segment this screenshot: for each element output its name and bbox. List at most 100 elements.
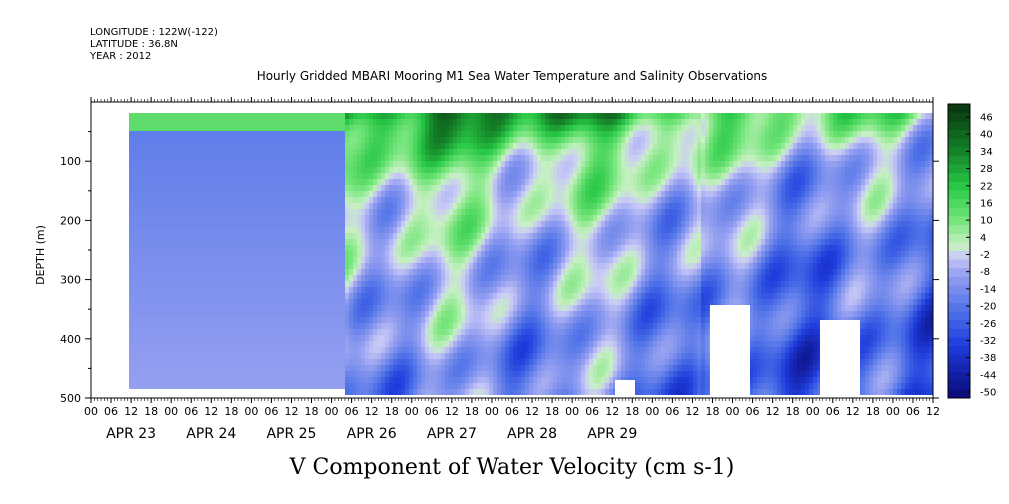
field-cell: [393, 227, 397, 233]
field-cell: [613, 113, 617, 119]
field-cell: [737, 179, 741, 185]
field-cell: [409, 233, 413, 239]
field-cell: [477, 215, 481, 221]
field-cell: [217, 125, 221, 131]
field-cell: [201, 191, 205, 197]
field-cell: [281, 185, 285, 191]
field-cell: [565, 251, 569, 257]
field-cell: [309, 119, 313, 125]
field-cell: [393, 131, 397, 137]
field-cell: [233, 251, 237, 257]
field-cell: [865, 179, 869, 185]
field-cell: [145, 257, 149, 263]
field-cell: [453, 233, 457, 239]
field-cell: [225, 203, 229, 209]
field-cell: [345, 125, 349, 131]
field-cell: [273, 173, 277, 179]
field-cell: [349, 137, 353, 143]
field-cell: [573, 257, 577, 263]
field-cell: [249, 119, 253, 125]
field-cell: [825, 251, 829, 257]
field-cell: [489, 155, 493, 161]
field-cell: [213, 227, 217, 233]
field-cell: [409, 191, 413, 197]
field-cell: [349, 221, 353, 227]
field-cell: [701, 155, 705, 161]
field-cell: [817, 239, 821, 245]
field-cell: [641, 185, 645, 191]
field-cell: [865, 233, 869, 239]
field-cell: [857, 185, 861, 191]
field-cell: [737, 239, 741, 245]
field-cell: [805, 155, 809, 161]
field-cell: [409, 185, 413, 191]
field-cell: [165, 185, 169, 191]
field-cell: [577, 137, 581, 143]
field-cell: [693, 239, 697, 245]
field-cell: [365, 125, 369, 131]
field-cell: [225, 239, 229, 245]
field-cell: [661, 149, 665, 155]
field-cell: [393, 215, 397, 221]
field-cell: [693, 179, 697, 185]
field-cell: [761, 203, 765, 209]
field-cell: [225, 113, 229, 119]
field-cell: [745, 257, 749, 263]
field-cell: [633, 215, 637, 221]
field-cell: [801, 173, 805, 179]
field-cell: [501, 119, 505, 125]
field-cell: [513, 155, 517, 161]
field-cell: [201, 167, 205, 173]
field-cell: [181, 125, 185, 131]
field-cell: [157, 179, 161, 185]
field-cell: [185, 221, 189, 227]
field-cell: [493, 149, 497, 155]
field-cell: [641, 233, 645, 239]
field-cell: [701, 239, 705, 245]
field-cell: [417, 185, 421, 191]
field-cell: [197, 209, 201, 215]
field-cell: [393, 233, 397, 239]
field-cell: [717, 143, 721, 149]
field-cell: [713, 149, 717, 155]
field-cell: [645, 191, 649, 197]
field-cell: [149, 155, 153, 161]
field-cell: [801, 239, 805, 245]
field-cell: [301, 215, 305, 221]
field-cell: [809, 125, 813, 131]
field-cell: [637, 185, 641, 191]
field-cell: [265, 137, 269, 143]
field-cell: [261, 215, 265, 221]
field-cell: [353, 197, 357, 203]
field-cell: [737, 257, 741, 263]
field-cell: [301, 203, 305, 209]
field-cell: [481, 161, 485, 167]
field-cell: [161, 185, 165, 191]
field-cell: [441, 239, 445, 245]
field-cell: [461, 191, 465, 197]
field-cell: [769, 155, 773, 161]
field-cell: [629, 239, 633, 245]
field-cell: [861, 167, 865, 173]
field-cell: [789, 131, 793, 137]
field-cell: [617, 125, 621, 131]
field-cell: [849, 173, 853, 179]
field-cell: [677, 125, 681, 131]
field-cell: [417, 143, 421, 149]
field-cell: [261, 233, 265, 239]
field-cell: [149, 191, 153, 197]
field-cell: [257, 179, 261, 185]
field-cell: [657, 137, 661, 143]
field-cell: [917, 209, 921, 215]
field-cell: [841, 191, 845, 197]
field-cell: [485, 191, 489, 197]
field-cell: [293, 233, 297, 239]
field-cell: [769, 233, 773, 239]
field-cell: [313, 161, 317, 167]
field-cell: [637, 173, 641, 179]
field-cell: [205, 197, 209, 203]
field-cell: [341, 113, 345, 119]
field-cell: [341, 191, 345, 197]
field-cell: [321, 257, 325, 263]
field-cell: [305, 149, 309, 155]
